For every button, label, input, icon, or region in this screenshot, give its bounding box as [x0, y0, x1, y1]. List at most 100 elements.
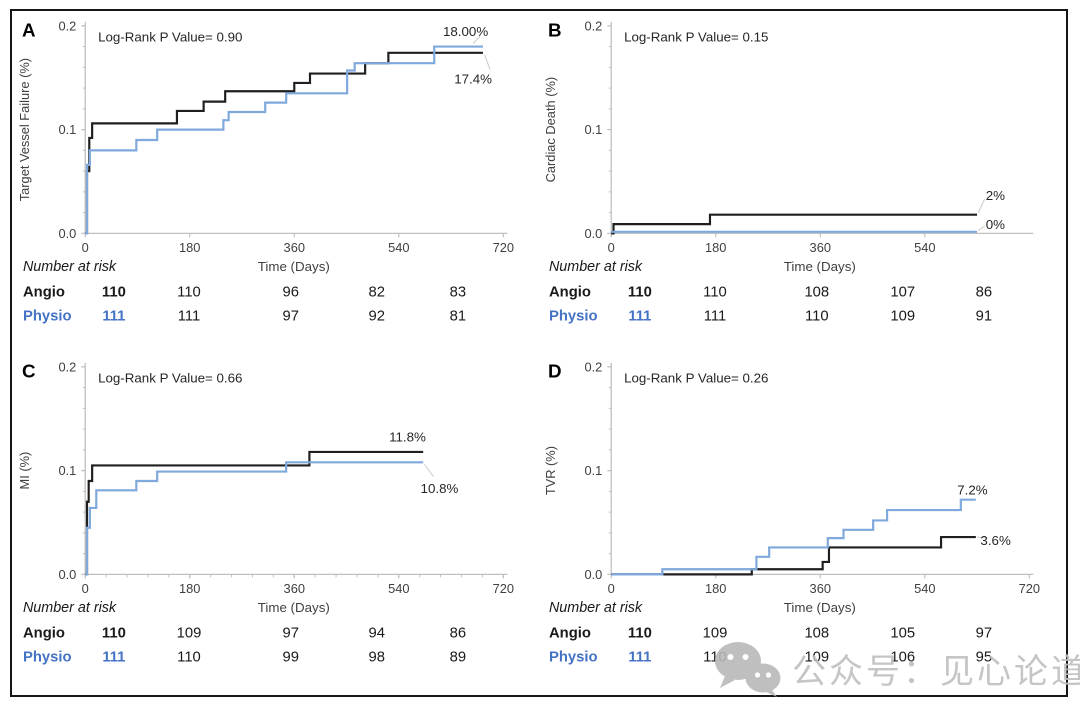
risk-value: 110 [805, 308, 829, 324]
x-tick-label: 540 [388, 581, 409, 596]
risk-value: 111 [704, 308, 727, 324]
x-tick-label: 180 [705, 240, 726, 255]
risk-value: 105 [890, 626, 915, 642]
risk-value: 96 [283, 285, 299, 301]
x-tick-label: 360 [810, 581, 831, 596]
y-tick-label: 0.0 [58, 567, 76, 582]
curve-angio [611, 213, 978, 235]
risk-value: 109 [804, 649, 829, 665]
risk-value: 110 [703, 285, 727, 301]
y-tick-label: 0.1 [584, 122, 602, 137]
risk-value: 110 [102, 285, 126, 301]
endpoint-annotation: 10.8% [421, 481, 459, 496]
annotation-leader [472, 35, 481, 44]
risk-row-name: Angio [23, 285, 65, 301]
risk-row-name: Physio [549, 308, 598, 324]
panel-label: C [22, 361, 36, 382]
risk-table-header: Number at risk [549, 600, 643, 616]
y-axis-title: Target Vessel Failure (%) [17, 58, 32, 201]
km-panel-A: A Log-Rank P Value= 0.90 0.0 0.1 0.2 0 180 360 5… [17, 18, 514, 324]
risk-value: 111 [628, 649, 651, 665]
risk-value: 86 [976, 285, 992, 301]
risk-value: 94 [369, 626, 385, 642]
risk-value: 99 [283, 649, 299, 665]
km-panel-B: B Log-Rank P Value= 0.15 0.0 0.1 0.2 0 180 360 5… [543, 18, 1034, 324]
x-tick-label: 180 [179, 240, 200, 255]
endpoint-annotation: 7.2% [957, 482, 988, 497]
y-tick-label: 0.0 [584, 226, 602, 241]
x-tick-label: 180 [705, 581, 726, 596]
x-tick-label: 540 [388, 240, 409, 255]
panel-label: A [22, 20, 36, 41]
curve-physio [85, 461, 424, 576]
x-tick-label: 0 [608, 240, 615, 255]
risk-value: 111 [102, 649, 125, 665]
time-axis-label: Time (Days) [784, 600, 856, 615]
x-tick-label: 0 [608, 581, 615, 596]
risk-value: 95 [976, 649, 992, 665]
annotation-leader [484, 54, 491, 70]
risk-value: 81 [450, 308, 466, 324]
risk-value: 98 [369, 649, 385, 665]
risk-value: 110 [177, 649, 201, 665]
endpoint-annotation: 3.6% [980, 533, 1011, 548]
x-tick-label: 540 [914, 581, 935, 596]
risk-value: 111 [102, 308, 125, 324]
risk-row-name: Physio [23, 649, 72, 665]
x-tick-label: 360 [810, 240, 831, 255]
risk-table-header: Number at risk [549, 259, 643, 275]
risk-value: 92 [369, 308, 385, 324]
risk-value: 97 [283, 626, 299, 642]
y-tick-label: 0.2 [58, 359, 76, 374]
risk-value: 110 [628, 626, 652, 642]
endpoint-annotation: 11.8% [389, 429, 426, 444]
x-tick-label: 0 [82, 581, 89, 596]
risk-value: 109 [177, 626, 202, 642]
y-tick-label: 0.1 [584, 463, 602, 478]
curve-physio [611, 498, 976, 576]
risk-row-name: Physio [549, 649, 598, 665]
x-tick-label: 540 [914, 240, 935, 255]
endpoint-annotation: 17.4% [454, 72, 492, 87]
annotation-leader [977, 225, 985, 231]
y-axis-title: MI (%) [17, 452, 32, 490]
time-axis-label: Time (Days) [784, 259, 856, 274]
curve-angio [85, 450, 424, 576]
x-tick-label: 180 [179, 581, 200, 596]
log-rank-p-value: Log-Rank P Value= 0.26 [624, 371, 768, 386]
risk-value: 109 [890, 308, 915, 324]
y-axis-title: Cardiac Death (%) [543, 77, 558, 183]
figure-frame: A Log-Rank P Value= 0.90 0.0 0.1 0.2 0 180 360 5… [10, 9, 1080, 697]
risk-value: 106 [890, 649, 915, 665]
y-tick-label: 0.1 [58, 122, 76, 137]
y-tick-label: 0.1 [58, 463, 76, 478]
x-tick-label: 720 [493, 240, 514, 255]
log-rank-p-value: Log-Rank P Value= 0.15 [624, 30, 768, 45]
endpoint-annotation: 0% [986, 217, 1005, 232]
endpoint-annotation: 18.00% [443, 24, 488, 39]
km-panel-C: C Log-Rank P Value= 0.66 0.0 0.1 0.2 0 180 360 5… [17, 359, 514, 665]
risk-value: 107 [890, 285, 915, 301]
time-axis-label: Time (Days) [258, 259, 330, 274]
log-rank-p-value: Log-Rank P Value= 0.90 [98, 30, 242, 45]
risk-value: 97 [976, 626, 992, 642]
risk-value: 109 [703, 626, 728, 642]
risk-value: 111 [178, 308, 201, 324]
km-panel-grid: A Log-Rank P Value= 0.90 0.0 0.1 0.2 0 180 360 5… [12, 11, 1064, 693]
risk-value: 83 [450, 285, 466, 301]
y-tick-label: 0.2 [58, 18, 76, 33]
risk-value: 108 [804, 626, 829, 642]
risk-value: 108 [804, 285, 829, 301]
panel-label: B [548, 20, 562, 41]
risk-row-name: Physio [23, 308, 72, 324]
risk-value: 97 [283, 308, 299, 324]
x-tick-label: 360 [284, 240, 305, 255]
risk-value: 111 [628, 308, 651, 324]
y-tick-label: 0.0 [58, 226, 76, 241]
risk-value: 110 [177, 285, 201, 301]
y-tick-label: 0.0 [584, 567, 602, 582]
risk-row-name: Angio [549, 285, 591, 301]
risk-row-name: Angio [23, 626, 65, 642]
risk-value: 110 [703, 649, 727, 665]
risk-value: 89 [450, 649, 466, 665]
